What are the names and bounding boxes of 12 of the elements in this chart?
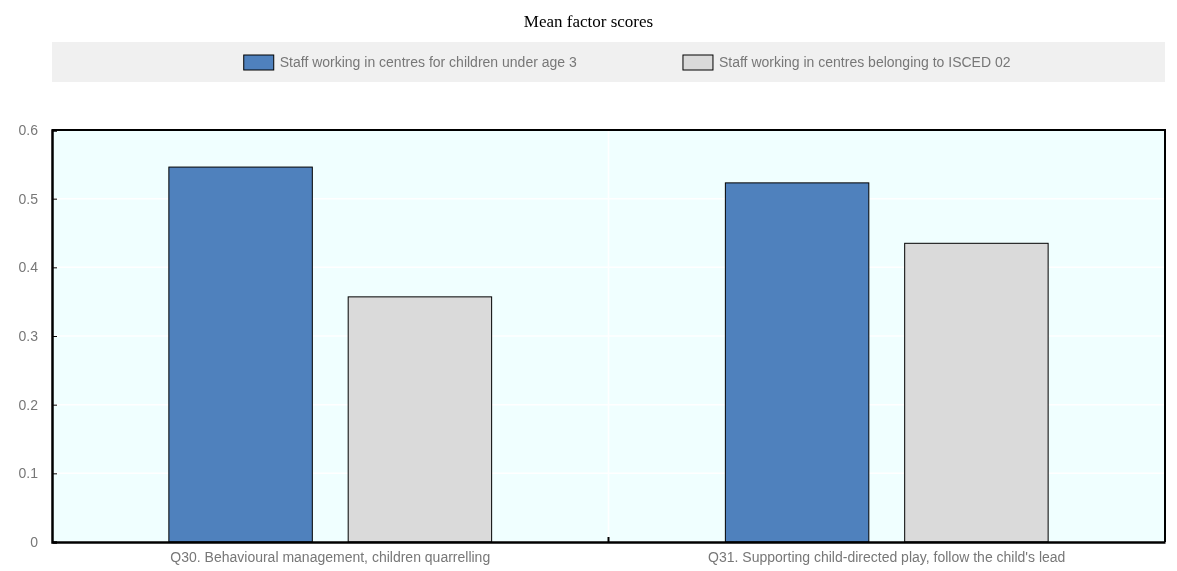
y-tick-label: 0.2 <box>18 396 39 413</box>
y-tick-label: 0 <box>30 533 39 550</box>
chart-title: Mean factor scores <box>523 12 654 31</box>
y-tick-label: 0.5 <box>18 190 39 207</box>
legend-label: Staff working in centres for children under age 3 <box>279 54 577 70</box>
x-tick-label: Q30. Behavioural management, children quarrelling <box>170 548 491 565</box>
y-tick-label: 0.4 <box>18 259 39 276</box>
legend-label: Staff working in centres belonging to ISCED 02 <box>718 54 1011 70</box>
y-tick-label: 0.3 <box>18 327 39 344</box>
x-tick-label: Q31. Supporting child-directed play, follow the child's lead <box>708 548 1066 565</box>
y-tick-label: 0.1 <box>18 465 39 482</box>
y-tick-label: 0.6 <box>18 121 39 138</box>
